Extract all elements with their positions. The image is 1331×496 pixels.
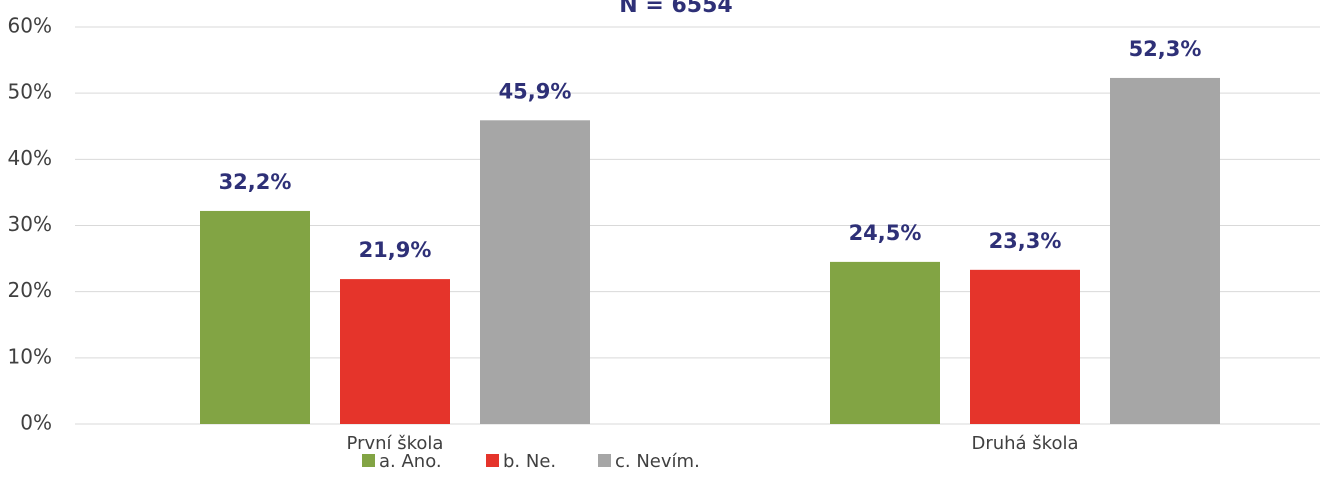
legend-label: a. Ano. bbox=[379, 451, 442, 472]
y-tick-label: 40% bbox=[8, 146, 52, 170]
data-label: 23,3% bbox=[989, 229, 1062, 253]
bar bbox=[970, 269, 1080, 424]
bar bbox=[200, 210, 310, 424]
data-label: 32,2% bbox=[219, 170, 292, 194]
legend-swatch bbox=[598, 454, 611, 467]
legend-swatch bbox=[362, 454, 375, 467]
x-tick-label: První škola bbox=[347, 433, 444, 454]
legend-swatch bbox=[486, 454, 499, 467]
y-tick-label: 30% bbox=[8, 212, 52, 236]
legend-label: b. Ne. bbox=[503, 451, 556, 472]
bar bbox=[480, 120, 590, 425]
data-label: 24,5% bbox=[849, 221, 922, 245]
data-label: 45,9% bbox=[499, 79, 572, 103]
legend-label: c. Nevím. bbox=[615, 451, 700, 472]
y-tick-label: 10% bbox=[8, 344, 52, 368]
bar bbox=[830, 261, 940, 424]
chart-title: N = 6554 bbox=[619, 0, 732, 18]
y-tick-label: 20% bbox=[8, 278, 52, 302]
y-tick-label: 0% bbox=[20, 411, 52, 435]
data-label: 21,9% bbox=[359, 238, 432, 262]
bar bbox=[340, 279, 450, 424]
data-label: 52,3% bbox=[1129, 37, 1202, 61]
y-tick-label: 60% bbox=[8, 14, 52, 38]
y-tick-label: 50% bbox=[8, 80, 52, 104]
bar bbox=[1110, 77, 1220, 424]
x-tick-label: Druhá škola bbox=[971, 433, 1078, 454]
